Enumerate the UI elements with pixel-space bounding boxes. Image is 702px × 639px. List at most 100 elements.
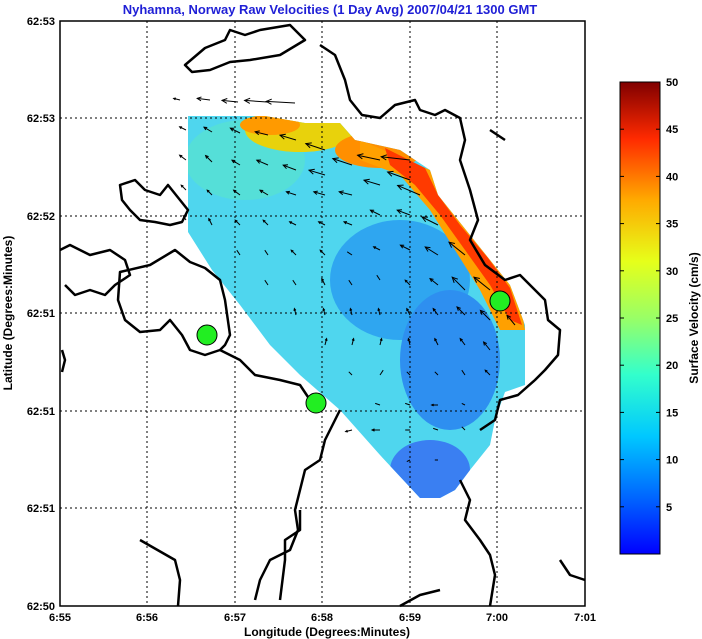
velocity-arrow (429, 278, 439, 286)
velocity-arrow (376, 274, 381, 281)
velocity-arrowhead (203, 126, 208, 131)
velocity-arrow (230, 127, 241, 134)
velocity-arrow (346, 251, 353, 256)
colorbar-tick-label: 25 (666, 313, 678, 325)
velocity-arrow (434, 371, 439, 376)
velocity-arrowhead (482, 341, 488, 346)
x-tick-label: 6:56 (136, 612, 158, 624)
velocity-arrowhead (407, 337, 411, 341)
velocity-arrowhead (342, 221, 348, 225)
velocity-arrow (397, 184, 421, 196)
velocity-arrow (451, 276, 466, 291)
velocity-arrowhead (288, 221, 293, 225)
velocity-arrowhead (399, 244, 405, 249)
velocity-arrow (483, 341, 491, 351)
velocity-arrow (231, 159, 241, 166)
velocity-arrowhead (307, 168, 315, 175)
velocity-arrow (244, 99, 268, 103)
velocity-arrowhead (206, 189, 210, 193)
velocity-arrowhead (243, 97, 251, 104)
velocity-arrow (397, 209, 411, 216)
velocity-arrow (405, 402, 411, 406)
velocity-arrow (348, 371, 353, 376)
velocity-arrowhead (448, 241, 455, 248)
station-marker (305, 392, 327, 414)
velocity-arrow (179, 154, 187, 161)
velocity-arrow (363, 179, 381, 186)
velocity-arrowhead (338, 190, 344, 196)
velocity-arrow (373, 246, 381, 251)
colorbar-tick-label: 50 (666, 77, 678, 89)
velocity-arrowhead (362, 178, 370, 185)
velocity-arrow (256, 159, 269, 166)
velocity-arrowhead (278, 133, 286, 140)
velocity-arrow (197, 97, 211, 101)
y-tick-label: 62:51 (27, 406, 55, 418)
velocity-arrow (448, 241, 466, 256)
velocity-arrowhead (380, 154, 388, 161)
velocity-arrow (456, 306, 466, 316)
velocity-arrowhead (234, 219, 238, 223)
colorbar-tick-label: 30 (666, 266, 678, 278)
velocity-arrowhead (506, 314, 512, 320)
station-marker (489, 290, 511, 312)
y-tick-label: 62:51 (27, 308, 55, 320)
velocity-arrow (203, 126, 213, 133)
colorbar-tick-label: 10 (666, 455, 678, 467)
velocity-arrow (370, 209, 381, 216)
velocity-arrowhead (351, 337, 355, 341)
velocity-arrow (279, 134, 297, 141)
velocity-arrowhead (331, 157, 339, 164)
velocity-arrowhead (404, 279, 408, 283)
velocity-arrowhead (262, 219, 266, 223)
colorbar-gradient (619, 81, 661, 555)
velocity-arrowhead (456, 306, 461, 311)
velocity-arrow (343, 221, 353, 226)
x-tick-label: 7:00 (486, 612, 508, 624)
velocity-arrow (208, 218, 213, 226)
x-tick-label: 7:01 (574, 612, 596, 624)
velocity-arrow (305, 143, 326, 151)
velocity-arrow (259, 189, 269, 196)
velocity-arrowhead (232, 189, 237, 193)
velocity-arrow (424, 246, 439, 256)
velocity-arrow (375, 402, 381, 406)
velocity-arrow (289, 221, 297, 226)
velocity-arrowhead (196, 96, 202, 102)
velocity-arrow (433, 427, 439, 431)
velocity-arrowhead (429, 277, 434, 283)
velocity-arrowhead (377, 307, 381, 311)
velocity-arrowhead (349, 307, 353, 311)
x-axis-label: Longitude (Degrees:Minutes) (244, 625, 410, 639)
velocity-arrowhead (473, 276, 480, 283)
coastline (59, 23, 586, 608)
colorbar-tick-label: 20 (666, 360, 678, 372)
colorbar-label: Surface Velocity (cm/s) (687, 252, 701, 383)
velocity-arrowhead (379, 337, 383, 341)
velocity-arrow (205, 155, 213, 163)
velocity-arrow (348, 279, 353, 286)
velocity-arrow (459, 338, 466, 346)
x-tick-label: 6:57 (224, 612, 246, 624)
velocity-arrowhead (386, 170, 394, 177)
velocity-arrowhead (304, 142, 312, 149)
velocity-arrow (286, 191, 297, 196)
y-tick-label: 62:52 (27, 211, 55, 223)
velocity-arrowhead (229, 127, 235, 132)
velocity-arrow (182, 214, 187, 221)
x-tick-label: 6:59 (399, 612, 421, 624)
velocity-arrow (379, 369, 384, 376)
velocity-arrowhead (484, 369, 488, 373)
velocity-arrow (480, 310, 491, 321)
velocity-arrowhead (424, 246, 431, 252)
velocity-arrow (339, 191, 353, 196)
velocity-arrowhead (479, 309, 486, 316)
velocity-arrowhead (317, 221, 322, 225)
y-axis: 62:53 62:53 62:52 62:51 62:51 62:51 62:5… (1, 16, 55, 613)
velocity-arrowhead (430, 403, 434, 407)
velocity-arrowhead (204, 154, 209, 159)
velocity-arrowhead (370, 428, 375, 432)
velocity-arrowhead (356, 153, 364, 160)
velocity-arrowhead (451, 276, 459, 284)
colorbar-tick-label: 15 (666, 407, 678, 419)
